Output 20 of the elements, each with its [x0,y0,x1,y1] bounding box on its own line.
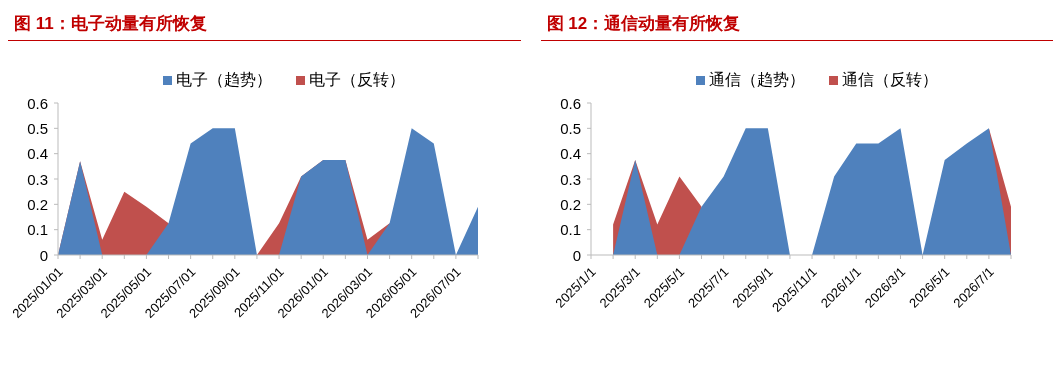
legend-label: 通信（趋势） [707,69,805,90]
y-tick-label: 0 [572,246,581,264]
y-tick-label: 0.6 [27,94,48,112]
legend-label: 电子（趋势） [175,69,273,90]
y-tick-label: 0.5 [559,119,581,137]
chart-title: 图 12：通信动量有所恢复 [540,8,1053,41]
legend-label: 电子（反转） [308,69,406,90]
y-tick-label: 0.5 [27,119,48,137]
y-tick-label: 0.1 [27,221,48,239]
y-tick-label: 0.4 [559,145,581,163]
chart-title: 图 11：电子动量有所恢复 [8,8,521,41]
legend-label: 通信（反转） [840,69,938,90]
y-tick-label: 0.2 [27,195,48,213]
y-tick-label: 0.3 [27,170,48,188]
y-tick-label: 0.6 [559,94,581,112]
y-tick-label: 0 [39,246,48,264]
y-tick-label: 0.3 [559,170,581,188]
y-tick-label: 0.4 [27,145,48,163]
y-tick-label: 0.2 [559,195,581,213]
y-tick-label: 0.1 [559,221,581,239]
